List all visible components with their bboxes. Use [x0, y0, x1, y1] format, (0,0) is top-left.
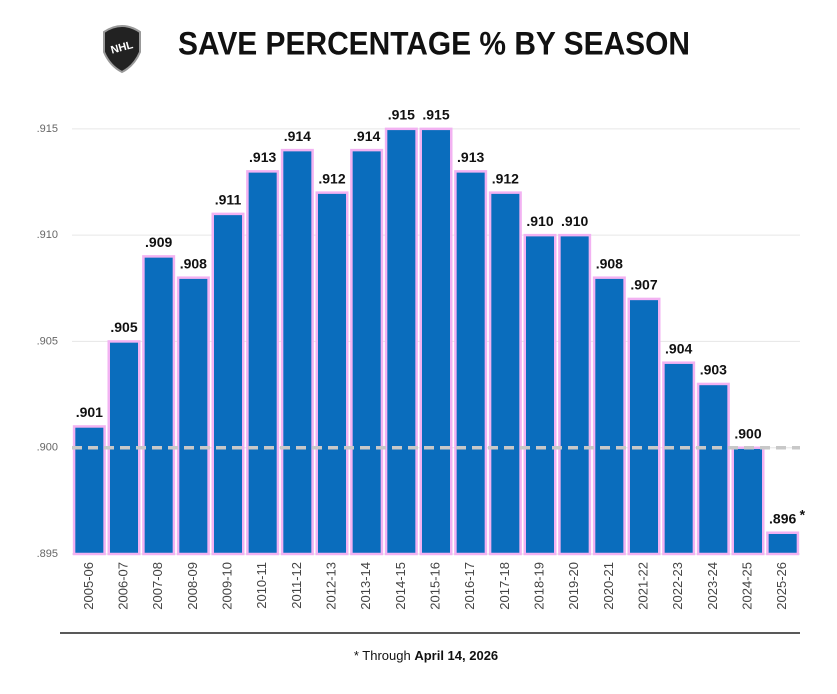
- value-label: .913: [249, 149, 276, 165]
- value-label: .900: [734, 425, 761, 441]
- bar: [72, 425, 106, 556]
- label-marker: *: [800, 506, 806, 522]
- bar: [523, 233, 557, 556]
- x-tick-label: 2005-06: [81, 562, 96, 610]
- logo-shield: [103, 25, 141, 74]
- value-label: .914: [284, 128, 311, 144]
- value-label: .901: [76, 404, 103, 420]
- x-tick-label: 2018-19: [531, 562, 546, 610]
- x-tick-label: 2012-13: [323, 562, 338, 610]
- value-label: .915: [388, 107, 415, 123]
- bar: [315, 191, 349, 556]
- bar: [766, 531, 800, 556]
- x-tick-label: 2015-16: [427, 562, 442, 610]
- value-label: .908: [180, 255, 207, 271]
- x-tick-label: 2010-11: [254, 562, 269, 609]
- value-label: .904: [665, 340, 692, 356]
- value-label: .912: [492, 170, 519, 186]
- bar: [280, 148, 314, 556]
- value-label: .909: [145, 234, 172, 250]
- bar: [211, 212, 245, 556]
- x-tick-label: 2011-12: [289, 562, 304, 609]
- value-label: .915: [422, 107, 449, 123]
- y-tick-label: .905: [37, 335, 58, 347]
- bar: [592, 276, 626, 556]
- value-label: .912: [318, 170, 345, 186]
- footnote: * Through April 14, 2026: [354, 648, 498, 663]
- x-tick-label: 2022-23: [670, 562, 685, 610]
- value-label: .903: [700, 362, 727, 378]
- value-label: .905: [110, 319, 137, 335]
- footnote-date: April 14, 2026: [414, 648, 498, 663]
- bar: [558, 233, 592, 556]
- x-tick-label: 2007-08: [150, 562, 165, 610]
- x-tick-label: 2006-07: [115, 562, 130, 610]
- chart-title: SAVE PERCENTAGE % BY SEASON: [178, 25, 690, 61]
- bar: [246, 170, 280, 556]
- x-tick-label: 2014-15: [393, 562, 408, 610]
- bar: [419, 127, 453, 556]
- x-tick-label: 2023-24: [705, 562, 720, 610]
- value-label: .910: [561, 213, 588, 229]
- x-tick-label: 2008-09: [185, 562, 200, 610]
- value-label: .907: [630, 277, 657, 293]
- x-tick-label: 2019-20: [566, 562, 581, 610]
- y-tick-label: .895: [37, 548, 58, 560]
- bar: [696, 382, 730, 556]
- value-label: .896: [769, 510, 796, 526]
- bar: [142, 255, 176, 556]
- logo: NHL: [103, 25, 141, 74]
- bar: [488, 191, 522, 556]
- bar: [350, 148, 384, 556]
- x-tick-label: 2009-10: [219, 562, 234, 610]
- value-label: .910: [526, 213, 553, 229]
- value-label: .914: [353, 128, 380, 144]
- value-label: .911: [215, 192, 242, 208]
- bar: [176, 276, 210, 556]
- y-tick-label: .910: [37, 229, 58, 241]
- x-tick-label: 2024-25: [739, 562, 754, 610]
- x-tick-label: 2025-26: [774, 562, 789, 610]
- bar: [662, 361, 696, 556]
- x-tick-label: 2021-22: [635, 562, 650, 610]
- bar: [384, 127, 418, 556]
- x-tick-label: 2020-21: [601, 562, 616, 610]
- footnote-prefix: * Through: [354, 648, 411, 663]
- bar: [731, 446, 765, 556]
- y-tick-label: .900: [37, 442, 58, 454]
- bar: [454, 170, 488, 556]
- bar: [627, 297, 661, 556]
- y-tick-label: .915: [37, 123, 58, 135]
- x-tick-label: 2013-14: [358, 562, 373, 610]
- value-label: .908: [596, 255, 623, 271]
- x-tick-label: 2016-17: [462, 562, 477, 610]
- x-tick-label: 2017-18: [497, 562, 512, 610]
- logo-text: NHL: [110, 39, 135, 57]
- value-label: .913: [457, 149, 484, 165]
